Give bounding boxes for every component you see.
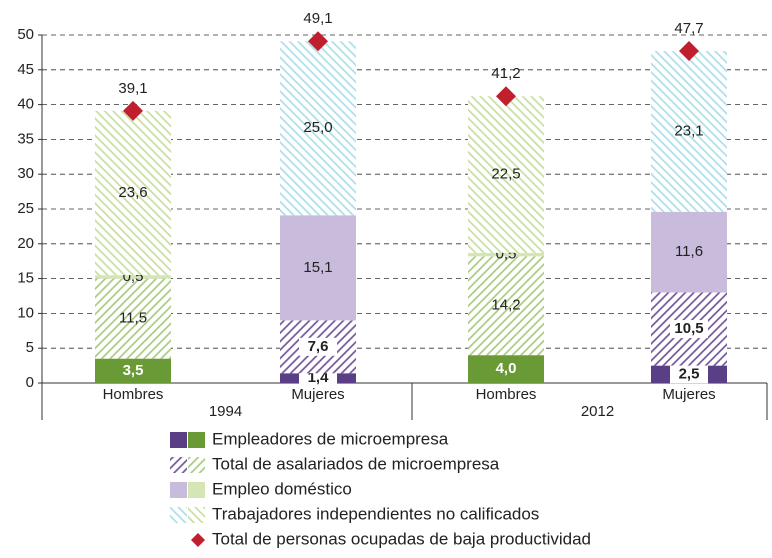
y-tick-label: 25: [17, 200, 34, 217]
y-tick-label: 0: [26, 374, 34, 391]
legend-label: Total de asalariados de microempresa: [212, 454, 500, 473]
total-label: 47,7: [674, 20, 703, 37]
data-label: 23,6: [118, 184, 147, 201]
bar-segment: [468, 256, 544, 356]
legend-label: Empleadores de microempresa: [212, 429, 449, 448]
y-tick-label: 35: [17, 130, 34, 147]
total-label: 41,2: [491, 65, 520, 82]
total-label: 49,1: [303, 10, 332, 27]
legend-swatch: [170, 457, 187, 473]
bar-segment: [280, 41, 356, 216]
label-background: [299, 337, 337, 356]
legend-label: Trabajadores independientes no calificad…: [212, 504, 539, 523]
data-label: 11,6: [675, 243, 703, 260]
total-marker: [679, 41, 699, 62]
bar-segment: [468, 355, 544, 383]
total-marker: [308, 31, 328, 52]
legend-swatch: [188, 457, 205, 473]
legend-swatch: [170, 432, 187, 448]
legend-swatch: [188, 507, 205, 523]
legend-label: Empleo doméstico: [212, 479, 352, 498]
y-tick-label: 50: [17, 26, 34, 43]
data-label: 11,5: [119, 310, 147, 327]
x-tick-label: Hombres: [103, 386, 164, 403]
data-label: 2,5: [679, 365, 700, 382]
data-label: 23,1: [674, 122, 703, 139]
group-label: 1994: [209, 403, 242, 420]
x-tick-label: Mujeres: [662, 386, 715, 403]
legend-swatch: [170, 507, 187, 523]
data-label: 14,2: [491, 297, 520, 314]
x-tick-label: Hombres: [476, 386, 537, 403]
data-label: 22,5: [491, 166, 520, 183]
data-label: 25,0: [303, 119, 332, 136]
legend-label: Total de personas ocupadas de baja produ…: [212, 529, 591, 548]
bar-segment: [95, 275, 171, 279]
bar-segment: [651, 51, 727, 212]
bar-segment: [651, 211, 727, 293]
total-marker: [123, 100, 143, 121]
label-background: [670, 320, 708, 339]
group-label: 2012: [581, 403, 614, 420]
data-label: 7,6: [308, 338, 329, 355]
y-tick-label: 15: [17, 270, 34, 287]
bar-segment: [95, 358, 171, 383]
y-tick-label: 30: [17, 165, 34, 182]
legend-swatch: [188, 432, 205, 448]
data-label: 3,5: [123, 362, 144, 379]
legend-marker: [191, 533, 205, 547]
x-tick-label: Mujeres: [291, 386, 344, 403]
data-label: 4,0: [496, 360, 517, 377]
y-tick-label: 20: [17, 235, 34, 252]
bar-segment: [95, 110, 171, 276]
total-marker: [496, 86, 516, 107]
y-tick-label: 40: [17, 96, 34, 113]
data-label: 10,5: [674, 320, 703, 337]
y-tick-label: 10: [17, 304, 34, 321]
label-background: [670, 365, 708, 384]
y-tick-label: 45: [17, 61, 34, 78]
legend-swatch: [188, 482, 205, 498]
y-tick-label: 5: [26, 339, 34, 356]
bar-segment: [468, 96, 544, 253]
data-label: 15,1: [303, 259, 332, 276]
bar-segment: [95, 278, 171, 359]
label-background: [299, 369, 337, 388]
total-label: 39,1: [118, 80, 147, 97]
bar-segment: [280, 215, 356, 321]
legend-swatch: [170, 482, 187, 498]
bar-segment: [468, 252, 544, 257]
data-label: 1,4: [308, 369, 330, 386]
